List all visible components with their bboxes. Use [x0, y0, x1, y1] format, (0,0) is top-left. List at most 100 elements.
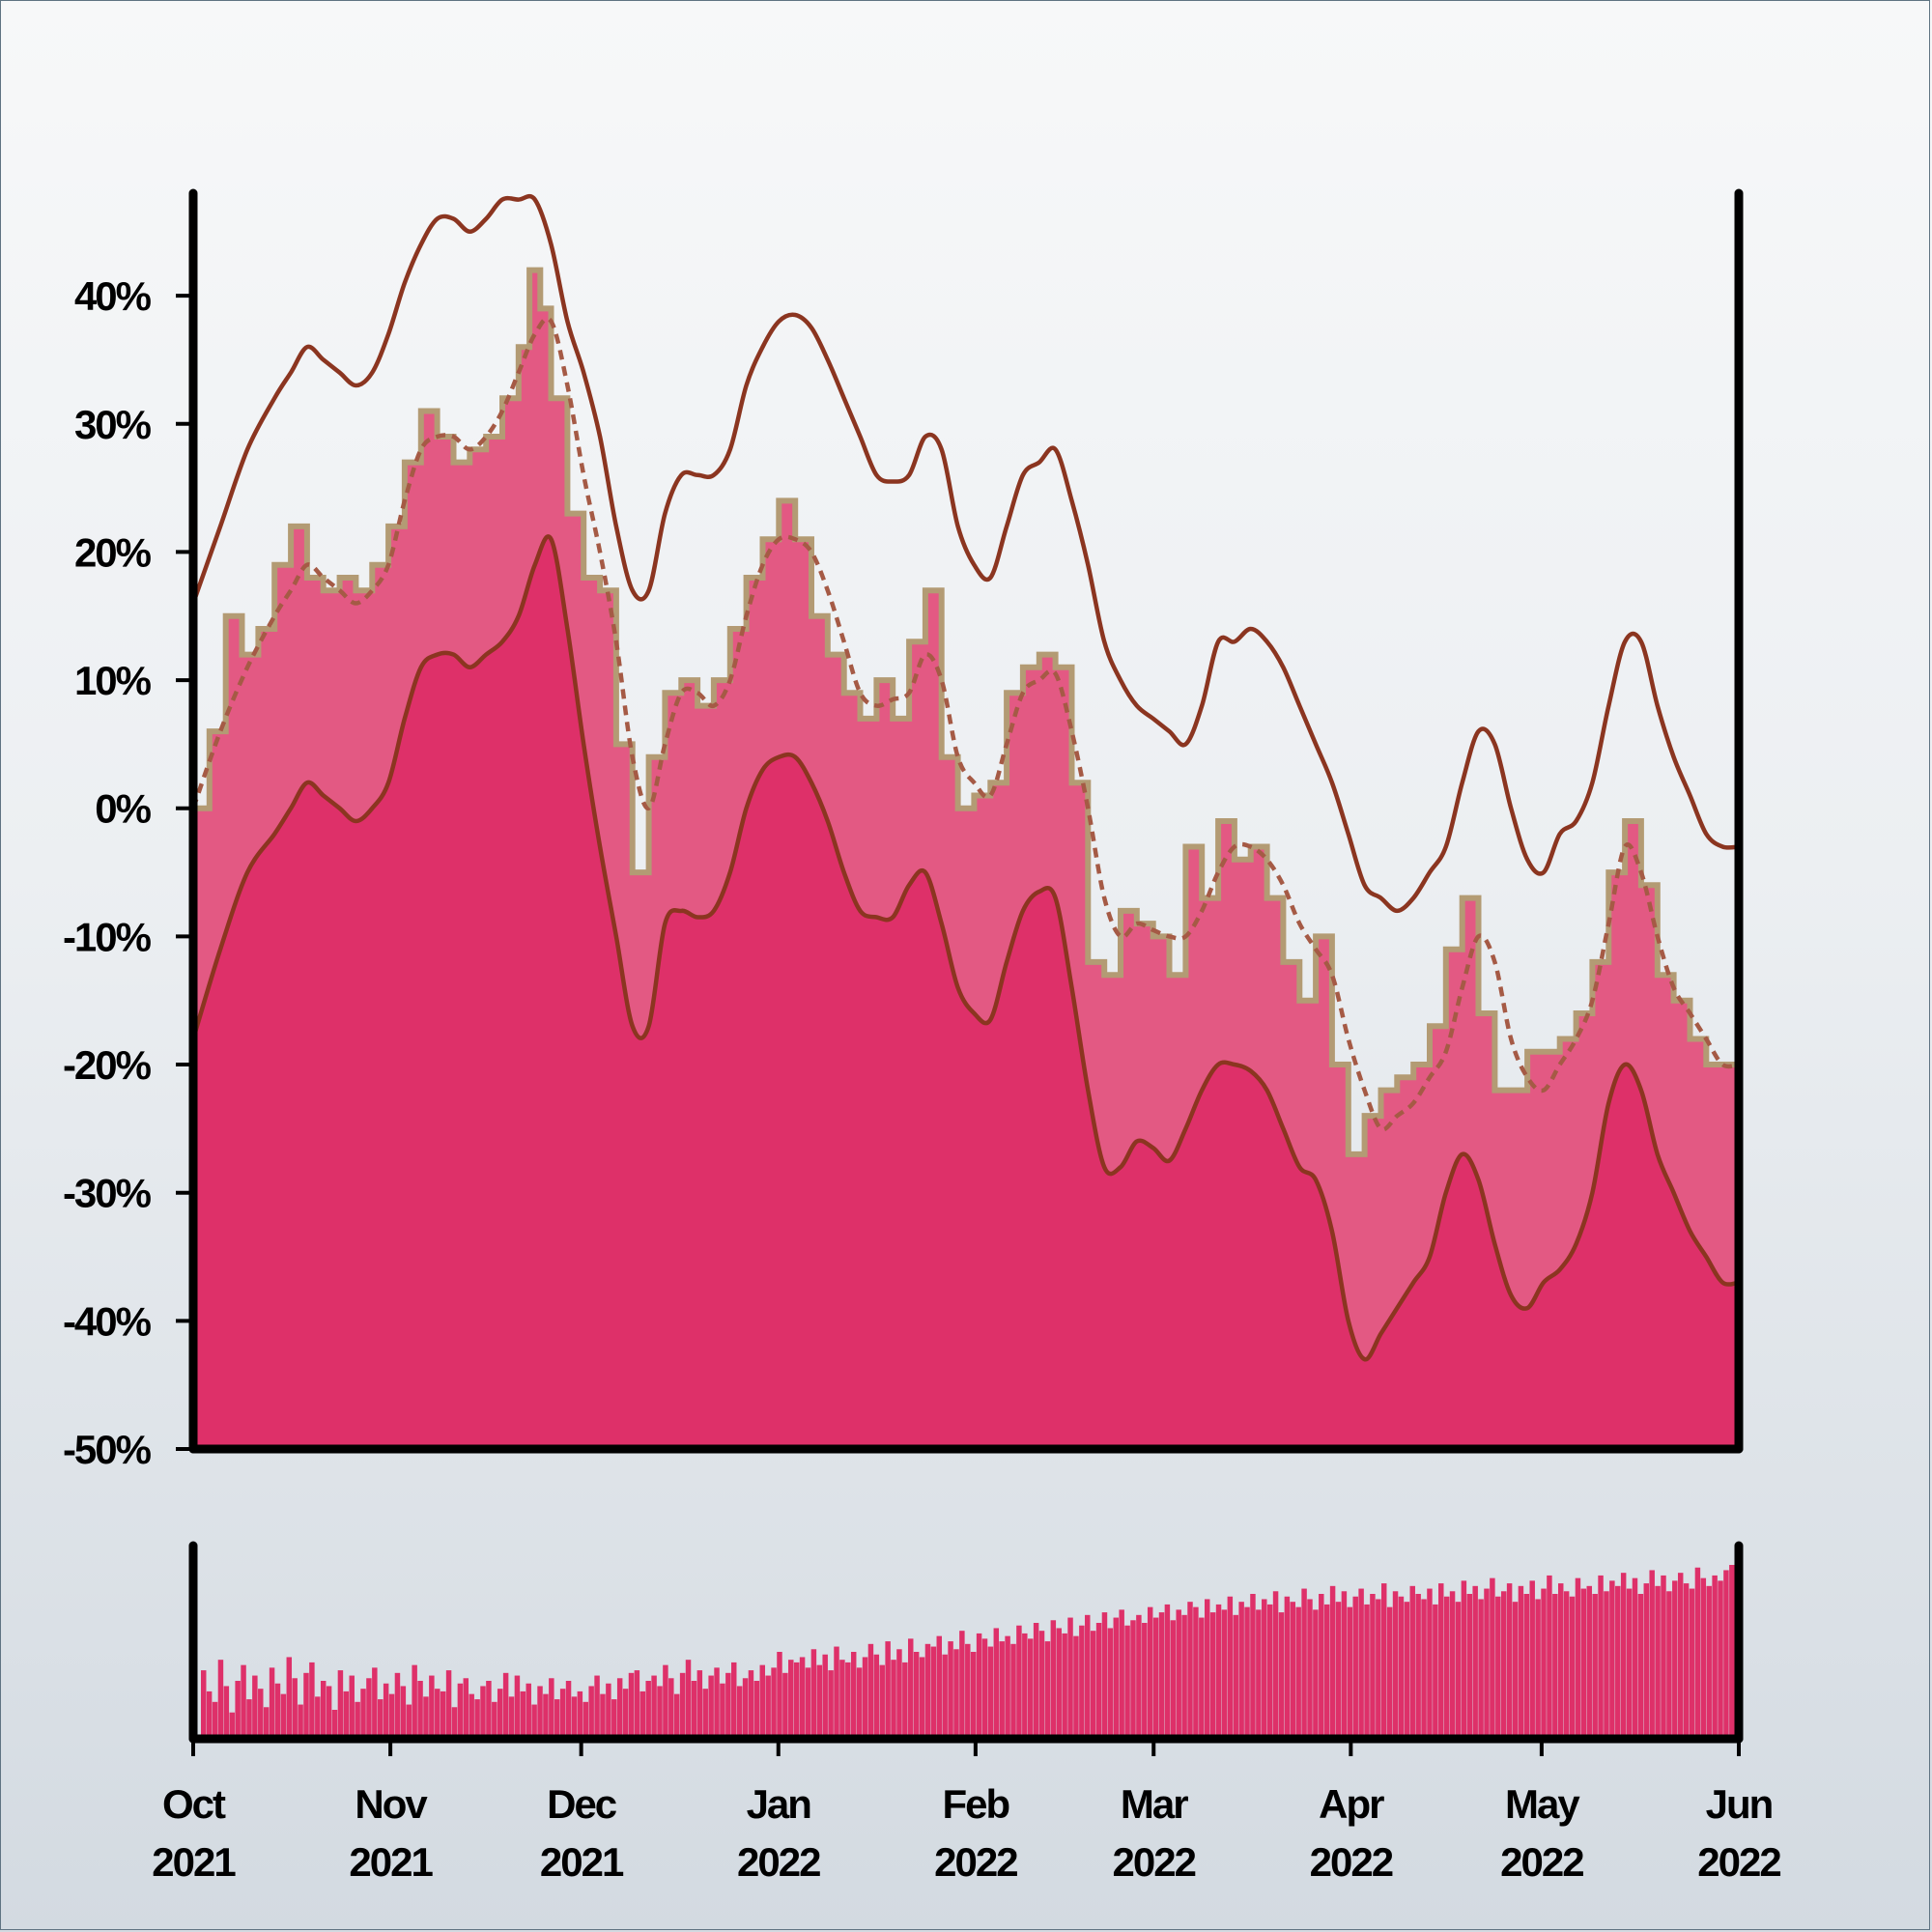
volume-bar: [315, 1696, 321, 1739]
volume-bar: [1672, 1580, 1678, 1739]
volume-bar: [258, 1689, 264, 1739]
volume-bar: [502, 1672, 509, 1739]
volume-bar: [1649, 1570, 1655, 1739]
volume-bar: [1033, 1623, 1039, 1739]
volume-bar: [736, 1686, 743, 1739]
volume-bar: [1443, 1596, 1450, 1739]
volume-bar: [839, 1660, 845, 1739]
volume-bar: [1632, 1577, 1638, 1739]
volume-bar: [908, 1638, 914, 1739]
volume-bar: [1130, 1620, 1136, 1739]
volume-bar: [822, 1654, 828, 1739]
volume-bar: [1027, 1638, 1034, 1739]
volume-bar: [924, 1643, 931, 1739]
volume-bar: [759, 1664, 765, 1739]
volume-bar: [1233, 1614, 1238, 1739]
volume-bar: [1598, 1575, 1604, 1739]
volume-bar: [1062, 1633, 1067, 1739]
volume-bar: [1056, 1628, 1062, 1739]
volume-bar: [1386, 1606, 1393, 1739]
volume-bar: [1604, 1591, 1609, 1739]
volume-bar: [508, 1696, 515, 1739]
volume-bar: [1095, 1623, 1102, 1739]
volume-bar: [565, 1681, 572, 1739]
volume-bar: [486, 1681, 492, 1739]
volume-bar: [668, 1678, 674, 1739]
volume-bar: [959, 1631, 965, 1739]
volume-bar: [366, 1678, 372, 1739]
y-tick-label: 10%: [74, 658, 152, 703]
volume-bar: [1199, 1617, 1205, 1739]
volume-bar: [451, 1707, 458, 1739]
x-tick-month-label: Dec: [547, 1781, 617, 1827]
volume-bar: [622, 1689, 629, 1739]
volume-bar: [537, 1686, 543, 1739]
volume-bar: [1227, 1596, 1234, 1739]
volume-bar: [1484, 1588, 1490, 1739]
volume-bar: [298, 1704, 303, 1739]
volume-bar: [1500, 1591, 1507, 1739]
volume-bar: [696, 1670, 703, 1739]
volume-bar: [1449, 1591, 1456, 1739]
volume-bar: [1380, 1583, 1387, 1739]
volume-bar: [423, 1696, 429, 1739]
volume-bar: [1124, 1625, 1130, 1739]
volume-bar: [1580, 1588, 1587, 1739]
volume-bar: [976, 1633, 982, 1739]
volume-bar: [274, 1683, 281, 1739]
volume-bar: [235, 1681, 241, 1739]
volume-bar: [435, 1689, 440, 1739]
volume-bar: [309, 1662, 315, 1739]
volume-bar: [1238, 1602, 1244, 1739]
volume-bar: [241, 1664, 246, 1739]
volume-bar: [326, 1686, 332, 1739]
volume-bar: [1301, 1588, 1307, 1739]
volume-bar: [913, 1652, 920, 1739]
volume-bar: [292, 1678, 298, 1739]
x-tick-year-label: 2022: [737, 1839, 820, 1885]
x-tick-month-label: Oct: [162, 1781, 226, 1827]
x-tick-month-label: Feb: [943, 1781, 1009, 1827]
volume-bar: [600, 1693, 606, 1739]
volume-bar: [1626, 1588, 1633, 1739]
volume-bar: [1706, 1585, 1712, 1739]
volume-bar: [742, 1678, 749, 1739]
volume-bar: [981, 1638, 988, 1739]
value-area-edge: [193, 267, 1739, 1157]
x-tick-year-label: 2021: [349, 1839, 433, 1885]
volume-bar: [1563, 1591, 1570, 1739]
volume-bar: [731, 1662, 737, 1739]
volume-bar: [1438, 1583, 1444, 1739]
volume-bar: [1352, 1596, 1358, 1739]
volume-bar: [303, 1672, 309, 1739]
volume-bar: [543, 1693, 549, 1739]
volume-bar: [594, 1675, 600, 1739]
volume-bar: [1523, 1594, 1530, 1739]
y-tick-label: -30%: [63, 1171, 152, 1216]
x-tick-year-label: 2022: [1310, 1839, 1393, 1885]
volume-bar: [394, 1672, 401, 1739]
volume-bar: [1152, 1617, 1159, 1739]
volume-bar: [1661, 1575, 1666, 1739]
volume-bar: [1433, 1604, 1438, 1739]
upper-envelope-line: [193, 193, 1739, 914]
volume-bar: [862, 1657, 868, 1739]
lower-envelope-line: [193, 534, 1739, 1362]
x-tick-month-label: Nov: [355, 1781, 428, 1827]
volume-bar: [753, 1681, 760, 1739]
volume-bar: [1683, 1583, 1690, 1739]
volume-bar: [343, 1690, 350, 1739]
volume-bar: [1313, 1609, 1319, 1739]
volume-bar: [708, 1675, 714, 1739]
volume-bar: [867, 1643, 874, 1739]
volume-bar: [828, 1670, 834, 1739]
volume-bar: [474, 1699, 480, 1739]
volume-bar: [286, 1657, 293, 1739]
volume-bar: [383, 1683, 389, 1739]
volume-bar: [782, 1672, 788, 1739]
volume-bar: [1466, 1594, 1473, 1739]
volume-bar: [1677, 1573, 1684, 1739]
volume-bar: [1323, 1604, 1330, 1739]
